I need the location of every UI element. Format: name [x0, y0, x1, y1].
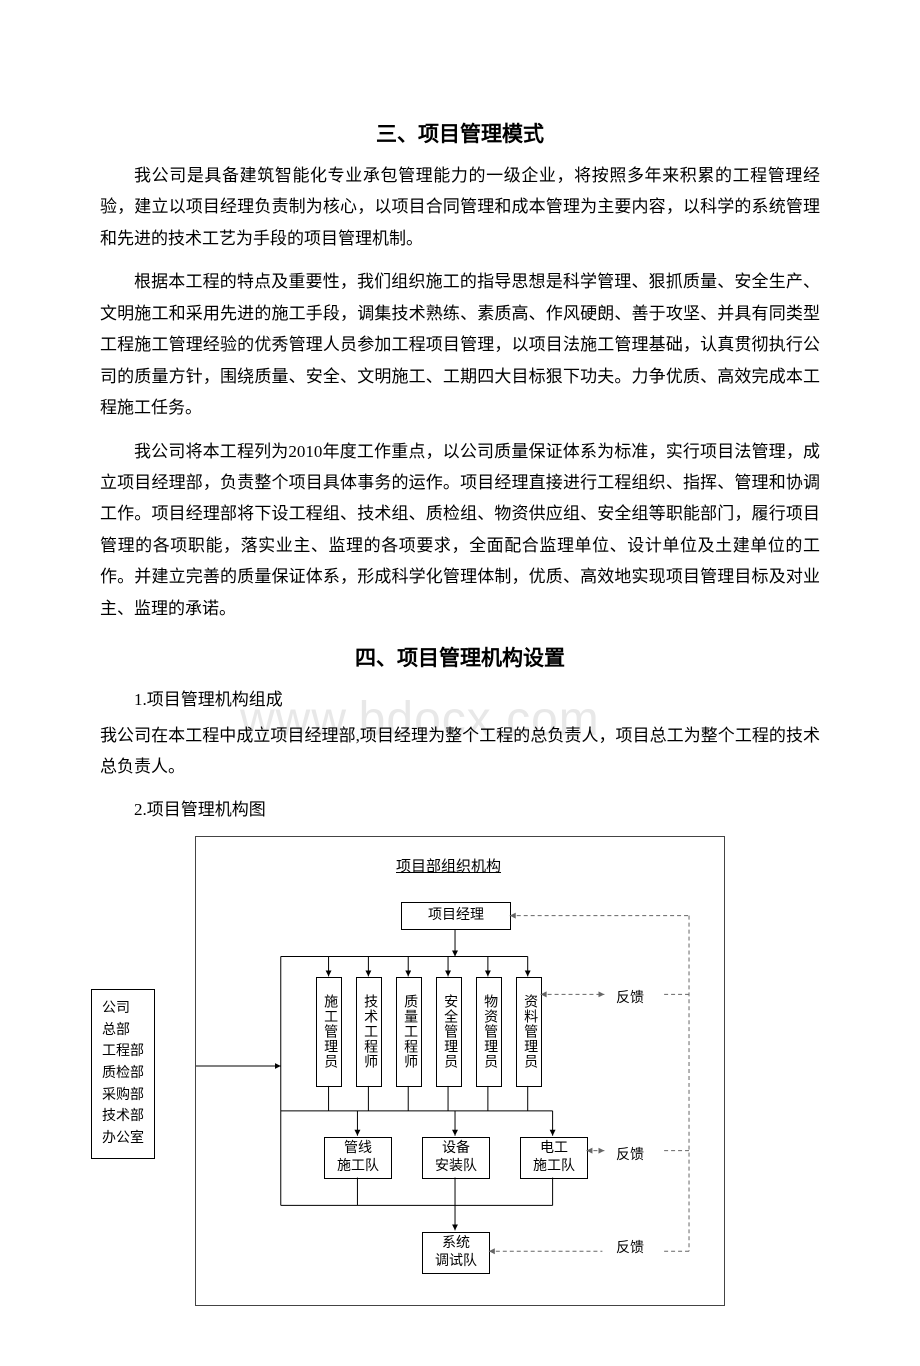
- org-node-team-2: 设备 安装队: [422, 1137, 490, 1179]
- org-left-line3: 工程部: [102, 1041, 144, 1063]
- org-team3-b: 施工队: [533, 1158, 575, 1176]
- org-chart: 项目部组织机构 公司 总部 工程部 质检部 采购部 技术部 办公室 项目经理 施…: [195, 836, 725, 1306]
- paragraph-2: 根据本工程的特点及重要性，我们组织施工的指导思想是科学管理、狠抓质量、安全生产、…: [100, 266, 820, 423]
- org-node-manager: 项目经理: [401, 902, 511, 930]
- heading-4: 四、项目管理机构设置: [100, 642, 820, 672]
- org-node-team-1: 管线 施工队: [324, 1137, 392, 1179]
- org-left-line2: 总部: [102, 1020, 144, 1042]
- org-left-line7: 办公室: [102, 1128, 144, 1150]
- org-team3-a: 电工: [540, 1140, 568, 1158]
- org-team2-a: 设备: [442, 1140, 470, 1158]
- org-node-staff-4: 安全管理员: [436, 977, 462, 1087]
- org-left-company-box: 公司 总部 工程部 质检部 采购部 技术部 办公室: [91, 989, 155, 1159]
- org-feedback-3: 反馈: [616, 1237, 644, 1257]
- org-left-line5: 采购部: [102, 1085, 144, 1107]
- org-sys-b: 调试队: [435, 1253, 477, 1271]
- org-team1-b: 施工队: [337, 1158, 379, 1176]
- paragraph-3: 我公司将本工程列为2010年度工作重点，以公司质量保证体系为标准，实行项目法管理…: [100, 436, 820, 625]
- org-node-staff-1: 施工管理员: [316, 977, 342, 1087]
- paragraph-1: 我公司是具备建筑智能化专业承包管理能力的一级企业，将按照多年来积累的工程管理经验…: [100, 160, 820, 254]
- heading-3: 三、项目管理模式: [100, 118, 820, 148]
- org-node-system: 系统 调试队: [422, 1232, 490, 1274]
- org-feedback-1: 反馈: [616, 987, 644, 1007]
- subheading-1: 1.项目管理机构组成: [100, 684, 820, 715]
- org-node-staff-6: 资料管理员: [516, 977, 542, 1087]
- org-left-line6: 技术部: [102, 1106, 144, 1128]
- subheading-2: 2.项目管理机构图: [100, 794, 820, 825]
- org-sys-a: 系统: [442, 1235, 470, 1253]
- org-node-staff-5: 物资管理员: [476, 977, 502, 1087]
- org-team1-a: 管线: [344, 1140, 372, 1158]
- org-feedback-2: 反馈: [616, 1144, 644, 1164]
- org-chart-title: 项目部组织机构: [396, 855, 501, 876]
- org-node-team-3: 电工 施工队: [520, 1137, 588, 1179]
- org-node-staff-3: 质量工程师: [396, 977, 422, 1087]
- org-team2-b: 安装队: [435, 1158, 477, 1176]
- org-left-line4: 质检部: [102, 1063, 144, 1085]
- org-node-staff-2: 技术工程师: [356, 977, 382, 1087]
- org-left-line1: 公司: [102, 998, 144, 1020]
- paragraph-4: 我公司在本工程中成立项目经理部,项目经理为整个工程的总负责人，项目总工为整个工程…: [100, 720, 820, 783]
